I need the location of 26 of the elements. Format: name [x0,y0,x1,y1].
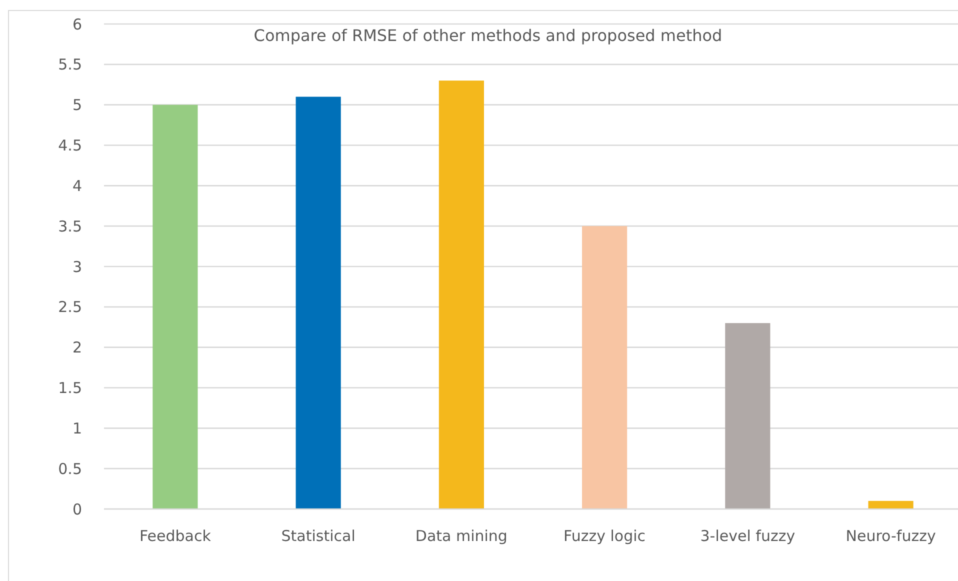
y-tick-label: 1 [72,419,82,438]
y-tick-label: 1.5 [58,379,82,397]
y-tick-label: 4.5 [58,136,82,154]
bar [296,96,341,509]
x-tick-label: Neuro-fuzzy [846,527,936,545]
chart-title: Compare of RMSE of other methods and proposed method [254,26,722,45]
y-tick-label: 0.5 [58,460,82,478]
x-tick-label: Data mining [415,527,508,545]
y-tick-label: 0 [72,500,82,518]
x-tick-label: Feedback [139,527,212,545]
y-tick-label: 5 [72,96,82,114]
x-tick-label: 3-level fuzzy [700,527,796,545]
bar [438,80,484,509]
y-tick-label: 6 [72,15,82,34]
bar [725,323,770,509]
y-tick-label: 2 [72,338,82,357]
bar [868,500,914,509]
y-tick-label: 3.5 [58,217,82,236]
bar [152,104,198,509]
bar [582,226,628,509]
y-tick-label: 2.5 [58,298,82,316]
y-tick-label: 5.5 [58,56,82,74]
x-tick-label: Fuzzy logic [564,527,646,545]
x-tick-label: Statistical [281,527,356,545]
y-tick-label: 4 [72,176,82,195]
y-tick-label: 3 [72,258,82,276]
